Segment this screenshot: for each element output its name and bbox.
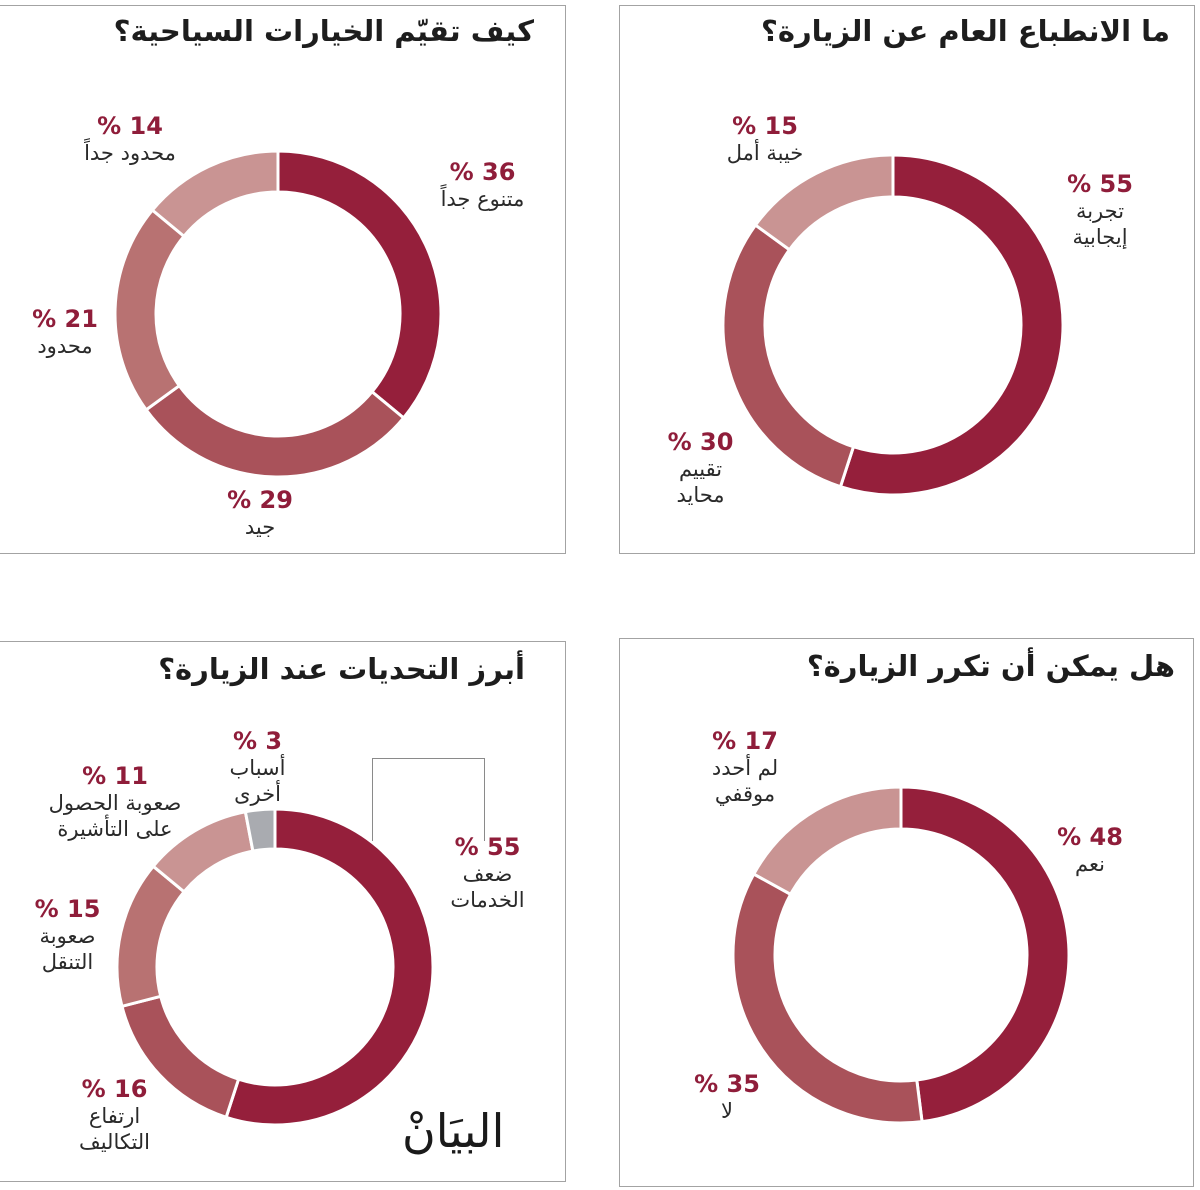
category-label: متنوع جداً xyxy=(440,187,525,211)
donut-chart-challenges xyxy=(115,807,435,1127)
category-label: أخرى xyxy=(234,782,281,806)
percent-value: % 21 xyxy=(32,305,98,333)
data-label: % 21 محدود xyxy=(20,305,110,359)
donut-segment xyxy=(115,864,187,1009)
percent-value: % 35 xyxy=(694,1070,760,1098)
category-label: صعوبة الحصول xyxy=(48,791,182,815)
category-label: خيبة أمل xyxy=(726,141,804,165)
category-label: موقفي xyxy=(714,782,776,806)
category-label: التكاليف xyxy=(78,1130,151,1154)
donut-chart-repeat-visit xyxy=(731,785,1071,1125)
data-label: % 3 أسباب أخرى xyxy=(215,727,300,807)
category-label: أسباب xyxy=(229,756,286,780)
data-label: % 55 تجربة إيجابية xyxy=(1055,170,1145,250)
data-label: % 35 لا xyxy=(682,1070,772,1124)
data-label: % 48 نعم xyxy=(1045,823,1135,877)
percent-value: % 36 xyxy=(449,158,516,186)
percent-value: % 30 xyxy=(667,428,734,456)
donut-segment xyxy=(144,383,406,479)
category-label: التنقل xyxy=(41,950,94,974)
category-label: تقييم xyxy=(678,457,723,481)
donut-segment xyxy=(753,153,895,252)
donut-segment xyxy=(224,807,435,1127)
donut-segment xyxy=(838,153,1065,497)
label-connector-line xyxy=(372,758,485,841)
donut-chart-overall-impression xyxy=(721,153,1065,497)
category-label: محدود جداً xyxy=(84,141,176,165)
category-label: إيجابية xyxy=(1072,225,1128,249)
percent-value: % 17 xyxy=(712,727,778,755)
data-label: % 15 خيبة أمل xyxy=(705,112,825,166)
donut-segment xyxy=(243,807,277,853)
data-label: % 16 ارتفاع التكاليف xyxy=(62,1075,167,1155)
data-label: % 36 متنوع جداً xyxy=(425,158,540,212)
chart-title: كيف تقيّم الخيارات السياحية؟ xyxy=(113,14,534,48)
percent-value: % 14 xyxy=(97,112,163,140)
donut-chart-tourism-options xyxy=(113,149,443,479)
percent-value: % 11 xyxy=(82,762,148,790)
data-label: % 11 صعوبة الحصول على التأشيرة xyxy=(30,762,200,842)
category-label: نعم xyxy=(1075,852,1105,876)
data-label: % 29 جيد xyxy=(210,486,310,540)
category-label: ضعف xyxy=(462,862,513,886)
donut-segment xyxy=(113,207,187,412)
percent-value: % 15 xyxy=(732,112,798,140)
percent-value: % 48 xyxy=(1057,823,1123,851)
data-label: % 17 لم أحدد موقفي xyxy=(690,727,800,807)
category-label: تجربة xyxy=(1075,199,1125,223)
percent-value: % 16 xyxy=(81,1075,148,1103)
donut-segment xyxy=(731,872,924,1125)
donut-segment xyxy=(751,785,903,897)
category-label: على التأشيرة xyxy=(57,817,173,841)
chart-title: هل يمكن أن تكرر الزيارة؟ xyxy=(806,649,1175,683)
category-label: محدود xyxy=(37,334,93,358)
percent-value: % 55 xyxy=(454,833,521,861)
chart-title: ما الانطباع العام عن الزيارة؟ xyxy=(761,14,1170,48)
percent-value: % 29 xyxy=(227,486,293,514)
chart-title: أبرز التحديات عند الزيارة؟ xyxy=(158,652,525,686)
data-label: % 14 محدود جداً xyxy=(60,112,200,166)
data-label: % 15 صعوبة التنقل xyxy=(25,895,110,975)
data-label: % 55 ضعف الخدمات xyxy=(440,833,535,913)
donut-segment xyxy=(899,785,1071,1124)
percent-value: % 15 xyxy=(34,895,101,923)
category-label: لم أحدد xyxy=(711,756,779,780)
data-label: % 30 تقييم محايد xyxy=(658,428,743,508)
category-label: ارتفاع xyxy=(88,1104,141,1128)
category-label: جيد xyxy=(244,515,276,539)
donut-segment xyxy=(276,149,443,421)
percent-value: % 55 xyxy=(1067,170,1133,198)
category-label: صعوبة xyxy=(39,924,96,948)
albayan-logo: البيَانْ xyxy=(402,1104,505,1158)
category-label: الخدمات xyxy=(450,888,525,912)
category-label: لا xyxy=(721,1099,733,1123)
donut-segment xyxy=(150,149,280,239)
percent-value: % 3 xyxy=(232,727,283,755)
category-label: محايد xyxy=(676,483,725,507)
